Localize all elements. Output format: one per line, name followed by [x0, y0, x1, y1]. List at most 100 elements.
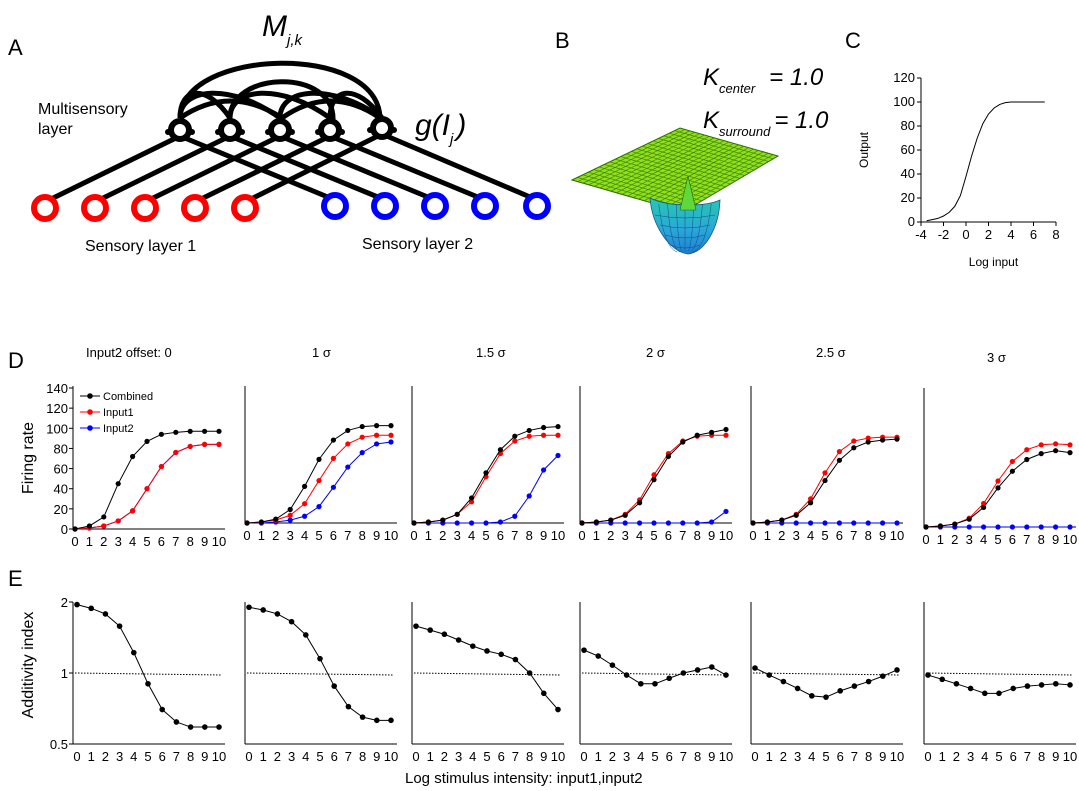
d-x-tick-label: 6 — [1009, 532, 1016, 547]
sensory-layer-2-nodes — [321, 192, 551, 220]
d-point-input2 — [651, 520, 657, 526]
mesh-line — [642, 145, 745, 176]
e-x-tick-label: 6 — [159, 749, 166, 764]
e-x-tick-label: 10 — [384, 749, 398, 764]
d-point-combined — [541, 424, 547, 431]
c-x-tick-label: 4 — [1007, 227, 1014, 242]
d-point-combined — [680, 439, 686, 445]
d-point-input2 — [880, 520, 886, 526]
d-x-tick-label: 4 — [636, 528, 643, 543]
d-point-input2 — [512, 513, 518, 519]
d-x-tick-label: 6 — [836, 528, 843, 543]
d-x-tick-label: 9 — [879, 528, 886, 543]
d-point-combined — [469, 495, 475, 501]
d-x-tick-label: 9 — [1052, 532, 1059, 547]
d-point-input1 — [345, 441, 351, 447]
activation-label: g(Ij) — [415, 109, 466, 148]
e-x-tick-label: 9 — [708, 749, 715, 764]
e-x-tick-label: 9 — [1052, 749, 1059, 764]
sensory-2-node — [523, 192, 551, 220]
d-y-tick-label: 80 — [54, 441, 68, 456]
d-x-tick-label: 5 — [143, 534, 150, 549]
legend-marker — [87, 409, 93, 415]
c-y-tick-label: 0 — [908, 214, 915, 229]
e-point — [288, 618, 295, 625]
d-point-combined — [144, 438, 150, 444]
lateral-connections — [177, 60, 385, 122]
e-x-tick-label: 6 — [498, 749, 505, 764]
d-x-tick-label: 4 — [980, 532, 987, 547]
mesh-line — [658, 138, 760, 168]
e-x-tick-label: 10 — [551, 749, 565, 764]
d-point-input2 — [541, 467, 547, 473]
d-point-combined — [440, 517, 446, 523]
d-point-combined — [764, 519, 771, 525]
e-x-tick-label: 8 — [359, 749, 366, 764]
e-reference-line — [74, 672, 222, 676]
d-y-tick-label: 100 — [46, 421, 68, 436]
d-point-input1 — [512, 438, 518, 444]
sensory-1-node — [181, 194, 209, 222]
d-point-combined — [158, 431, 164, 437]
synapse-dot — [339, 129, 345, 135]
d-point-combined — [651, 477, 657, 483]
d-point-input1 — [723, 432, 729, 438]
d-subplot-title: 2.5 σ — [816, 345, 846, 360]
d-x-tick-label: 1 — [764, 528, 771, 543]
d-x-tick-label: 10 — [719, 528, 733, 543]
d-point-input1 — [865, 435, 871, 441]
e-point — [359, 714, 366, 720]
d-point-input2 — [1024, 524, 1030, 530]
e-x-tick-label: 0 — [751, 749, 758, 764]
d-x-tick-label: 9 — [708, 528, 715, 543]
e-point — [455, 637, 462, 643]
d-point-input1 — [981, 500, 987, 507]
d-point-input1 — [144, 486, 150, 492]
e-x-tick-label: 10 — [890, 749, 904, 764]
d-x-tick-label: 0 — [749, 528, 756, 543]
d-point-combined — [345, 427, 351, 434]
surface-plane — [570, 127, 780, 213]
e-point — [159, 706, 165, 713]
d-point-input1 — [851, 438, 857, 444]
e-point — [216, 724, 222, 730]
d-point-input1 — [1024, 447, 1030, 453]
d-point-input1 — [202, 441, 208, 447]
legend-marker — [87, 393, 93, 399]
e-point — [638, 680, 644, 687]
output-function-chart: 0 20 40 60 80 100 120 -4 -2 0 2 4 6 8 Log input Output — [857, 70, 1060, 269]
d-x-tick-label: 10 — [1063, 532, 1077, 547]
d-point-input1 — [115, 518, 121, 524]
e-point — [555, 706, 561, 713]
e-x-tick-label: 3 — [288, 749, 295, 764]
e-point — [652, 680, 658, 687]
d-point-combined — [608, 517, 614, 523]
e-point — [1010, 685, 1016, 692]
e-point — [512, 656, 519, 663]
d-point-combined — [808, 500, 814, 506]
d-x-tick-label: 8 — [187, 534, 194, 549]
e-x-tick-label: 1 — [595, 749, 602, 764]
d-point-input2 — [637, 520, 643, 526]
panel-letter-a: A — [8, 35, 23, 60]
weight-subscript: j,k — [285, 32, 304, 49]
e-point — [823, 694, 829, 700]
e-x-tick-label: 8 — [187, 749, 194, 764]
d-x-tick-label: 7 — [511, 528, 518, 543]
weight-label: Mj,k — [262, 10, 304, 49]
sensory-1-node — [31, 194, 59, 222]
e-x-tick-label: 4 — [637, 749, 644, 764]
legend-label: Combined — [103, 391, 153, 403]
e-point — [388, 717, 394, 724]
d-point-combined — [995, 485, 1001, 491]
e-point — [894, 667, 900, 673]
d-point-combined — [72, 526, 78, 532]
d-point-input2 — [1053, 524, 1059, 530]
depression-mesh-line — [659, 224, 711, 229]
d-point-input1 — [374, 432, 380, 438]
e-x-tick-label: 5 — [144, 749, 151, 764]
e-series-line — [583, 649, 727, 685]
d-x-tick-label: 2 — [272, 528, 279, 543]
d-x-tick-label: 8 — [1038, 532, 1045, 547]
multisensory-label-line1: Multisensory — [38, 101, 128, 118]
